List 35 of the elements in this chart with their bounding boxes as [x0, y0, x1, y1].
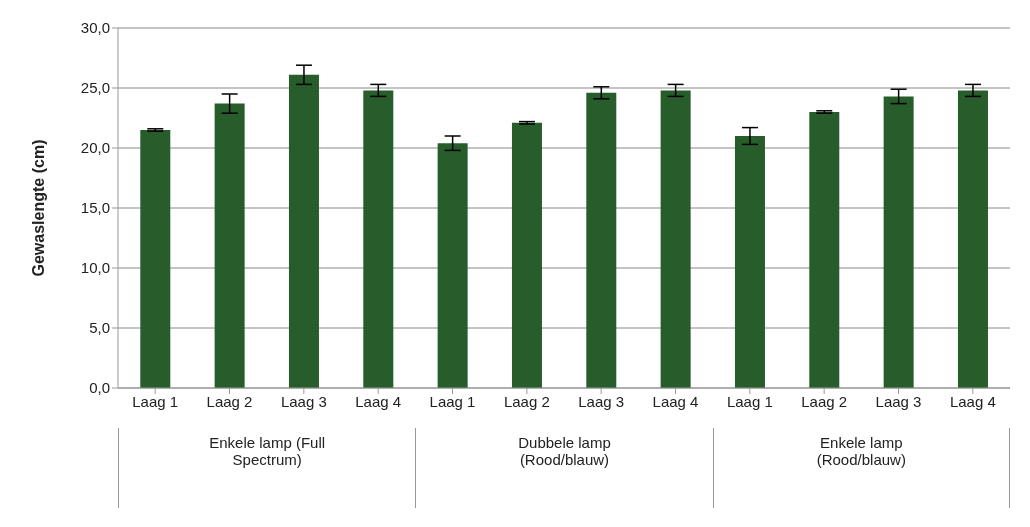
bar — [660, 90, 691, 388]
y-tick-label: 25,0 — [80, 79, 110, 97]
y-tick-label: 30,0 — [80, 19, 110, 37]
text: Enkele lamp (Full Spectrum) — [118, 428, 416, 508]
x-tick-label: Laag 2 — [206, 392, 253, 410]
bar — [734, 136, 765, 388]
x-tick-label: Laag 3 — [280, 392, 327, 410]
bar — [957, 90, 988, 388]
x-tick-label: Laag 4 — [652, 392, 699, 410]
x-tick-label: Laag 3 — [875, 392, 922, 410]
x-tick-label: Laag 1 — [429, 392, 476, 410]
x-tick-label: Laag 4 — [949, 392, 996, 410]
x-tick-label: Laag 2 — [801, 392, 848, 410]
x-tick-label: Laag 2 — [503, 392, 550, 410]
bar — [511, 122, 542, 388]
x-tick-label: Laag 3 — [578, 392, 625, 410]
x-tick-label: Laag 1 — [132, 392, 179, 410]
x-tick-label: Laag 1 — [726, 392, 773, 410]
y-tick-label: 20,0 — [80, 139, 110, 157]
y-tick-label: 5,0 — [89, 319, 110, 337]
bar — [363, 90, 394, 388]
bar — [140, 130, 171, 388]
x-tick-label: Laag 4 — [355, 392, 402, 410]
bar — [883, 96, 914, 388]
bar — [288, 74, 319, 388]
text: Enkele lamp (Rood/blauw) — [712, 428, 1010, 508]
y-tick-label: 0,0 — [89, 379, 110, 397]
y-tick-label: 10,0 — [80, 259, 110, 277]
y-axis-title: Gewaslengte (cm) — [29, 139, 47, 277]
bar — [809, 112, 840, 388]
bar — [437, 143, 468, 388]
y-tick-label: 15,0 — [80, 199, 110, 217]
text: Dubbele lamp (Rood/blauw) — [415, 428, 713, 508]
bar — [214, 103, 245, 388]
bar — [586, 92, 617, 388]
